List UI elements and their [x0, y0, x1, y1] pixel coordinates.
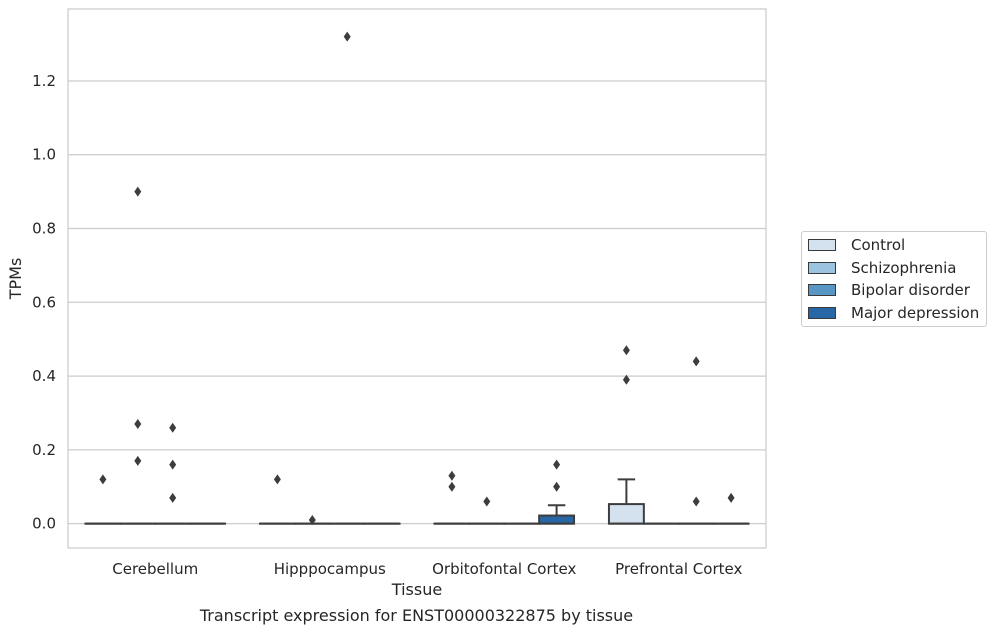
legend-label-bipolar-disorder: Bipolar disorder: [851, 281, 970, 299]
legend-label-major-depression: Major depression: [851, 304, 980, 322]
y-tick-label: 0.6: [32, 293, 56, 311]
outlier-point: [134, 419, 142, 430]
y-tick-label: 1.0: [32, 146, 56, 164]
outlier-point: [553, 481, 561, 492]
y-tick-label: 0.8: [32, 220, 56, 238]
x-tick-labels: Cerebellum Hipppocampus Orbitofontal Corte…: [112, 560, 742, 578]
outlier-point: [169, 459, 177, 470]
outlier-point: [134, 186, 142, 197]
outlier-points: [99, 31, 735, 525]
outlier-point: [169, 422, 177, 433]
outlier-point: [483, 496, 491, 507]
outlier-point: [622, 345, 630, 356]
legend-item-major-depression: Major depression: [808, 303, 979, 323]
box-body: [538, 514, 576, 525]
y-tick-label: 0.2: [32, 441, 56, 459]
outlier-point: [727, 492, 735, 503]
y-tick-labels: 0.0 0.2 0.4 0.6 0.8 1.0 1.2: [32, 72, 56, 533]
y-tick-label: 0.0: [32, 515, 56, 533]
legend-label-schizophrenia: Schizophrenia: [851, 259, 957, 277]
box-control: [607, 478, 645, 525]
legend-swatch-schizophrenia: [808, 262, 836, 274]
outlier-point: [622, 374, 630, 385]
box-major-depression: [538, 504, 576, 525]
y-axis-label: TPMs: [6, 258, 25, 301]
outlier-point: [692, 356, 700, 367]
box-groups: [84, 478, 750, 525]
legend-item-schizophrenia: Schizophrenia: [808, 258, 956, 278]
outlier-point: [99, 474, 107, 485]
x-tick-label: Orbitofontal Cortex: [432, 560, 576, 578]
legend-item-bipolar-disorder: Bipolar disorder: [808, 280, 970, 300]
legend: Control Schizophrenia Bipolar disorder M…: [801, 231, 987, 327]
outlier-point: [273, 474, 281, 485]
x-axis-label: Tissue: [391, 580, 442, 599]
y-tick-label: 1.2: [32, 72, 56, 90]
legend-swatch-control: [808, 239, 836, 251]
outlier-point: [134, 455, 142, 466]
legend-item-control: Control: [808, 235, 905, 255]
outlier-point: [169, 492, 177, 503]
y-tick-label: 0.4: [32, 367, 56, 385]
x-tick-label: Cerebellum: [112, 560, 198, 578]
plot-frame: [67, 8, 767, 549]
outlier-point: [343, 31, 351, 42]
outlier-point: [308, 514, 316, 525]
legend-swatch-bipolar-disorder: [808, 284, 836, 296]
outlier-point: [692, 496, 700, 507]
gridlines: [68, 80, 766, 525]
legend-swatch-major-depression: [808, 307, 836, 319]
x-tick-label: Prefrontal Cortex: [615, 560, 742, 578]
box-body: [607, 503, 645, 525]
outlier-point: [553, 459, 561, 470]
chart-caption: Transcript expression for ENST0000032287…: [199, 606, 634, 625]
x-tick-label: Hipppocampus: [274, 560, 386, 578]
legend-label-control: Control: [851, 236, 906, 254]
outlier-point: [448, 481, 456, 492]
outlier-point: [448, 470, 456, 481]
